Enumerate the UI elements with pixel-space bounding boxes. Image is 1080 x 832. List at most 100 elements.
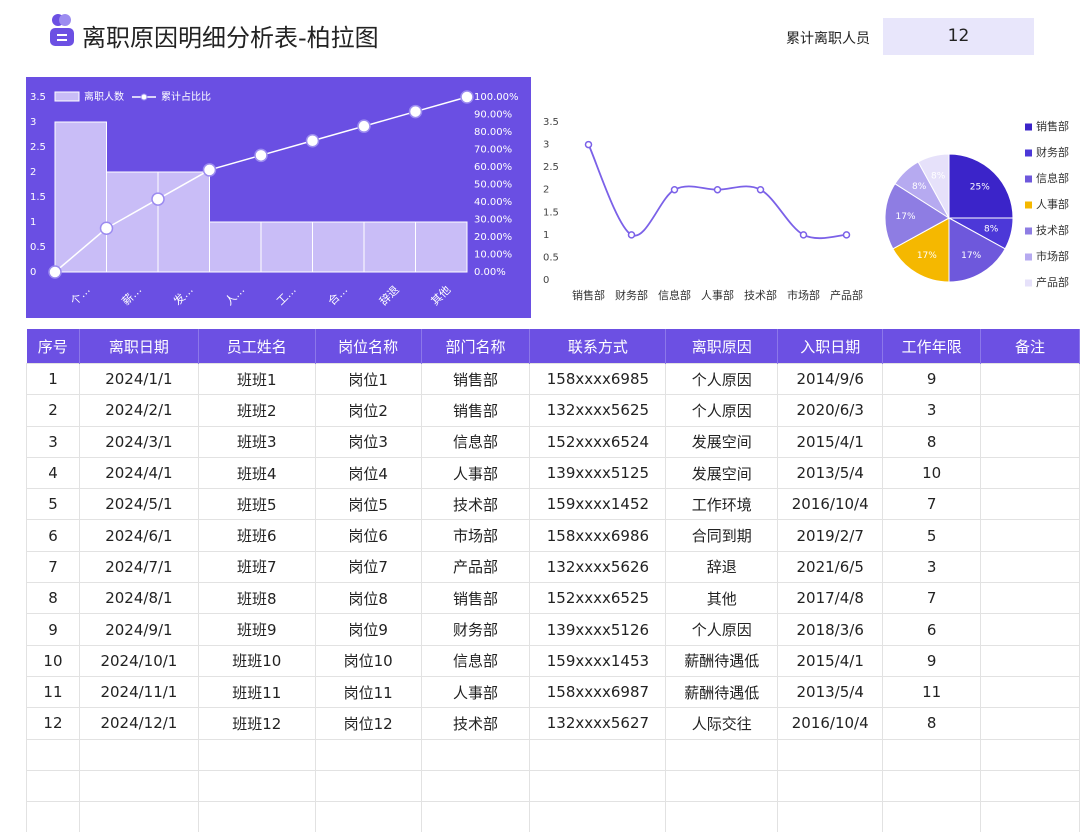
marker: [842, 231, 851, 239]
cell: [420, 801, 531, 832]
cell: [980, 707, 1080, 740]
cell: [26, 769, 80, 803]
cell: 2015/4/1: [777, 644, 884, 677]
marker: [713, 185, 722, 194]
cell: 3: [26, 425, 80, 458]
cell: 岗位3: [314, 425, 422, 458]
table-row: 1 2024/1/1 班班1 岗位1 销售部 158xxxx6985 个人原因 2014/9/…: [26, 362, 1080, 396]
cell: 班班11: [197, 675, 316, 709]
cell: 岗位6: [314, 519, 422, 552]
bar: [363, 221, 416, 273]
cell: 2013/5/4: [777, 456, 884, 490]
cell: [980, 613, 1080, 646]
cumulative-marker: [202, 163, 217, 177]
cumulative-line: [106, 96, 468, 229]
cell: 3: [882, 550, 982, 584]
cell: [980, 675, 1080, 709]
cell: 班班9: [197, 613, 316, 646]
cell: 6: [882, 613, 982, 646]
cell: [980, 644, 1080, 677]
cell: 11: [882, 675, 982, 709]
cell: 薪酬待遇低: [665, 644, 779, 677]
cell: 销售部: [420, 362, 531, 396]
y2-tick-label: 10.00%: [474, 250, 512, 261]
cell: [197, 738, 316, 771]
cell: 2024/11/1: [78, 675, 199, 709]
cell: 工作环境: [665, 488, 779, 521]
y2-tick-label: 30.00%: [474, 215, 512, 226]
bar: [312, 221, 365, 273]
legend-label: 技术部: [1036, 223, 1069, 237]
cell: 班班4: [197, 456, 316, 490]
y2-tick-label: 20.00%: [474, 232, 512, 243]
cell: 其他: [665, 582, 779, 615]
slice-label: 17%: [961, 251, 981, 261]
cell: [665, 738, 779, 771]
cell: 2024/3/1: [78, 425, 199, 458]
cell: [882, 801, 982, 832]
cell: 9: [26, 613, 80, 646]
cell: 岗位5: [314, 488, 422, 521]
cell: 班班5: [197, 488, 316, 521]
pie-slice: [917, 153, 950, 219]
cell: [197, 769, 316, 803]
cell: 班班2: [197, 394, 316, 427]
y-tick-label: 1: [543, 230, 549, 241]
cell: 技术部: [420, 707, 531, 740]
empty-row: [26, 801, 1080, 832]
cell: [78, 801, 199, 832]
cell: 3: [882, 394, 982, 427]
legend-swatch: [1025, 201, 1032, 209]
column-header: 序号: [26, 329, 80, 364]
legend-swatch: [1025, 253, 1032, 261]
cell: 2024/10/1: [78, 644, 199, 677]
cell: 1: [26, 362, 80, 396]
cell: 市场部: [420, 519, 531, 552]
bar: [209, 221, 262, 273]
cell: 2017/4/8: [777, 582, 884, 615]
cell: 班班8: [197, 582, 316, 615]
total-label: 累计离职人员: [786, 31, 870, 47]
y-tick-label: 2: [30, 167, 36, 178]
y-tick-label: 3: [543, 140, 549, 151]
cell: 产品部: [420, 550, 531, 584]
x-tick-label: 信息部: [658, 288, 691, 302]
empty-row: [26, 738, 1080, 771]
y-tick-label: 0.5: [30, 242, 46, 253]
cell: [665, 801, 779, 832]
pie-slice: [884, 183, 950, 250]
cumulative-marker: [408, 104, 423, 119]
column-header: 员工姓名: [198, 329, 316, 364]
table: 序号 离职日期 员工姓名 岗位名称 部门名称 联系方式 离职原因 入职日期 工作年限 备注 1 20…: [26, 329, 1080, 832]
cell: 合同到期: [665, 519, 779, 552]
table-row: 12 2024/12/1 班班12 岗位12 技术部 132xxxx5627 人际交往 201…: [26, 707, 1080, 740]
cell: 信息部: [420, 644, 531, 677]
cell: [529, 801, 667, 832]
cell: 2024/7/1: [78, 550, 199, 584]
line-start: [54, 227, 107, 273]
x-tick-label: 市场部: [787, 288, 820, 302]
y-tick-label: 0.5: [543, 252, 559, 263]
bar: [260, 221, 313, 273]
cell: [980, 425, 1080, 458]
cell: 2021/6/5: [777, 550, 884, 584]
legend-label: 人事部: [1036, 197, 1069, 211]
x-tick-label: 销售部: [572, 288, 605, 302]
total-value: 12: [883, 18, 1034, 55]
cell: 11: [26, 675, 80, 709]
cell: [197, 801, 316, 832]
cell: [420, 738, 531, 771]
cumulative-marker: [460, 90, 474, 104]
pie-slice: [948, 153, 1014, 219]
cell: 班班12: [197, 707, 316, 740]
table-row: 3 2024/3/1 班班3 岗位3 信息部 152xxxx6524 发展空间 2015/4/…: [26, 425, 1080, 458]
legend-label: 累计占比比: [161, 90, 211, 103]
marker: [799, 231, 808, 239]
cell: 个人原因: [665, 394, 779, 427]
cell: [980, 550, 1080, 584]
pie-slice: [948, 217, 1006, 283]
legend-label: 市场部: [1036, 249, 1069, 263]
table-row: 8 2024/8/1 班班8 岗位8 销售部 152xxxx6525 其他 2017/4/8 7: [26, 582, 1080, 615]
cell: 班班10: [197, 644, 316, 677]
